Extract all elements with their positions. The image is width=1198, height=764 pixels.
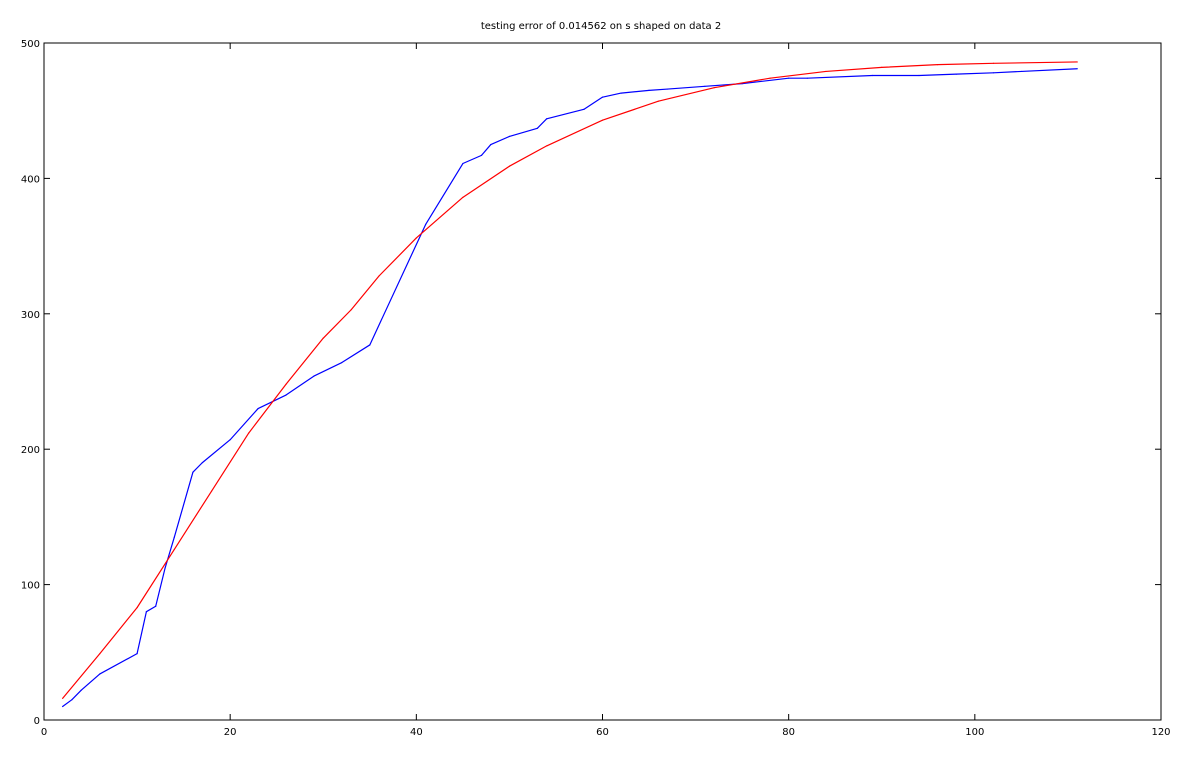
series-2-segment xyxy=(881,64,939,68)
x-tick-label: 80 xyxy=(782,727,795,738)
y-tick-label: 0 xyxy=(34,716,40,727)
series-2-segment xyxy=(62,653,101,699)
series-1-segment xyxy=(601,92,622,98)
series-2-segment xyxy=(322,309,352,339)
series-2-segment xyxy=(248,383,287,434)
series-2-segment xyxy=(350,275,380,311)
series-1-segment xyxy=(806,74,874,79)
x-tick-label: 60 xyxy=(596,727,609,738)
series-1-segment xyxy=(546,108,585,120)
series-2-segment xyxy=(136,548,175,609)
series-1-segment xyxy=(145,605,157,613)
series-1-segment xyxy=(425,162,464,226)
y-tick-label: 100 xyxy=(21,581,40,592)
x-tick-label: 0 xyxy=(41,727,47,738)
series-1-segment xyxy=(536,118,548,129)
series-1-segment xyxy=(480,143,492,156)
series-2-segment xyxy=(713,77,771,89)
series-2-segment xyxy=(378,237,417,277)
x-tick-label: 100 xyxy=(965,727,984,738)
series-1-segment xyxy=(229,407,259,441)
series-1-segment xyxy=(192,462,203,473)
plot-area-frame xyxy=(43,42,1162,721)
series-1-segment xyxy=(136,611,147,655)
series-line-2 xyxy=(62,61,1078,699)
series-1-segment xyxy=(490,135,511,146)
series-2-segment xyxy=(657,87,715,102)
y-tick-label: 300 xyxy=(21,310,40,321)
x-tick-label: 120 xyxy=(1151,727,1170,738)
series-1-segment xyxy=(80,673,101,691)
series-1-segment xyxy=(71,689,82,701)
series-2-segment xyxy=(462,165,511,198)
series-1-segment xyxy=(648,88,669,91)
series-2-segment xyxy=(210,432,250,492)
series-2-segment xyxy=(601,100,659,121)
series-1-segment xyxy=(155,567,166,607)
y-axis-ticks: 0 100 200 300 400 500 xyxy=(21,39,1161,727)
series-line-1 xyxy=(62,68,1078,708)
series-1-segment xyxy=(62,699,73,708)
series-1-segment xyxy=(583,96,604,110)
series-1-segment xyxy=(508,127,538,138)
series-2-segment xyxy=(936,62,995,66)
series-2-segment xyxy=(173,490,213,551)
series-1-segment xyxy=(992,70,1022,74)
series-1-segment xyxy=(462,154,483,165)
series-2-segment xyxy=(285,337,324,385)
series-1-segment xyxy=(201,439,231,464)
series-1-segment xyxy=(620,89,650,94)
series-2-segment xyxy=(508,145,548,167)
series-2-segment xyxy=(546,119,604,147)
series-1-segment xyxy=(955,72,995,75)
series-1-segment xyxy=(285,375,315,396)
x-axis-ticks: 0 20 40 60 80 100 120 xyxy=(41,43,1171,738)
series-1-segment xyxy=(313,361,343,377)
series-2-segment xyxy=(825,66,883,73)
series-1-segment xyxy=(369,223,427,346)
series-2-segment xyxy=(99,607,138,655)
series-2-segment xyxy=(415,196,464,239)
series-1-segment xyxy=(164,536,175,569)
y-tick-label: 500 xyxy=(21,39,40,50)
series-2-segment xyxy=(992,61,1078,64)
series-group xyxy=(62,61,1078,708)
series-1-segment xyxy=(99,653,138,675)
x-tick-label: 20 xyxy=(224,727,237,738)
y-tick-label: 400 xyxy=(21,174,40,185)
series-1-segment xyxy=(341,344,371,364)
chart-title: testing error of 0.014562 on s shaped on… xyxy=(481,21,721,32)
series-1-segment xyxy=(1020,68,1078,73)
x-tick-label: 40 xyxy=(410,727,423,738)
series-1-segment xyxy=(741,77,790,85)
y-tick-label: 200 xyxy=(21,445,40,456)
series-1-segment xyxy=(918,73,957,77)
series-2-segment xyxy=(769,70,827,79)
series-1-segment xyxy=(667,85,706,90)
series-1-segment xyxy=(173,471,194,538)
